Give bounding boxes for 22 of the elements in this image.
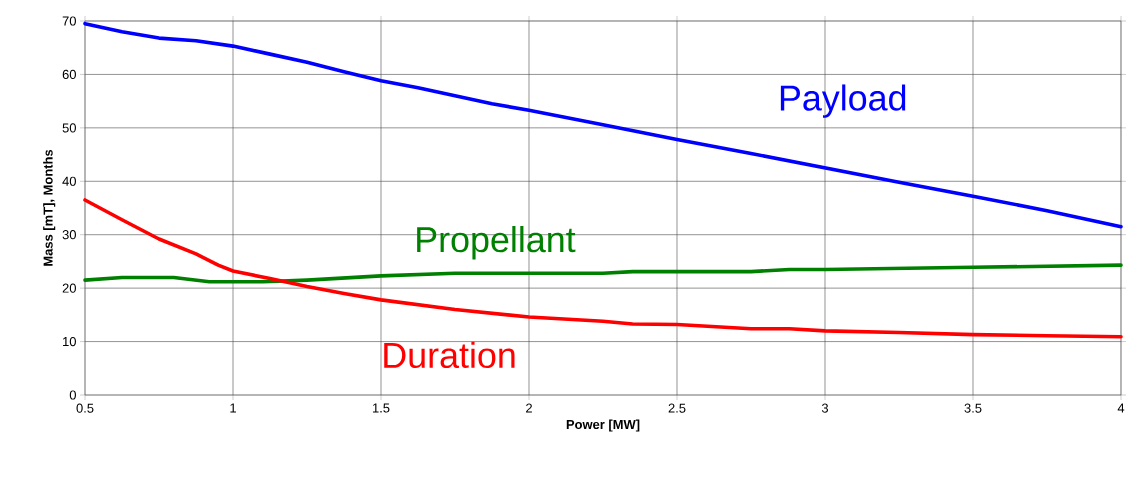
y-tick-label: 40 <box>62 176 76 186</box>
x-tick-label: 2.5 <box>668 403 686 413</box>
x-tick-label: 3.5 <box>964 403 982 413</box>
y-tick-label: 60 <box>62 69 76 80</box>
x-axis-title: Power [MW] <box>566 419 640 432</box>
y-tick-label: 0 <box>69 390 76 400</box>
y-tick-label: 70 <box>62 16 76 26</box>
series-label: Payload <box>780 84 906 118</box>
x-tick-label: 4 <box>1117 403 1125 413</box>
y-tick-label: 20 <box>62 283 76 293</box>
x-tick-label: 2 <box>526 403 532 413</box>
x-tick-label: 0.5 <box>76 403 94 413</box>
y-tick-label: 50 <box>62 123 76 133</box>
y-tick-label: 30 <box>62 230 76 240</box>
series-label: Duration <box>384 341 515 369</box>
line-series <box>83 198 1123 339</box>
x-tick-label: 1.5 <box>372 403 390 413</box>
x-tick-label: 3 <box>821 403 829 413</box>
series-label: Propellant <box>417 226 576 260</box>
x-tick-label: 1 <box>230 403 236 413</box>
y-tick-label: 10 <box>63 336 76 347</box>
y-axis-title: Mass [mT], Months <box>43 149 56 266</box>
